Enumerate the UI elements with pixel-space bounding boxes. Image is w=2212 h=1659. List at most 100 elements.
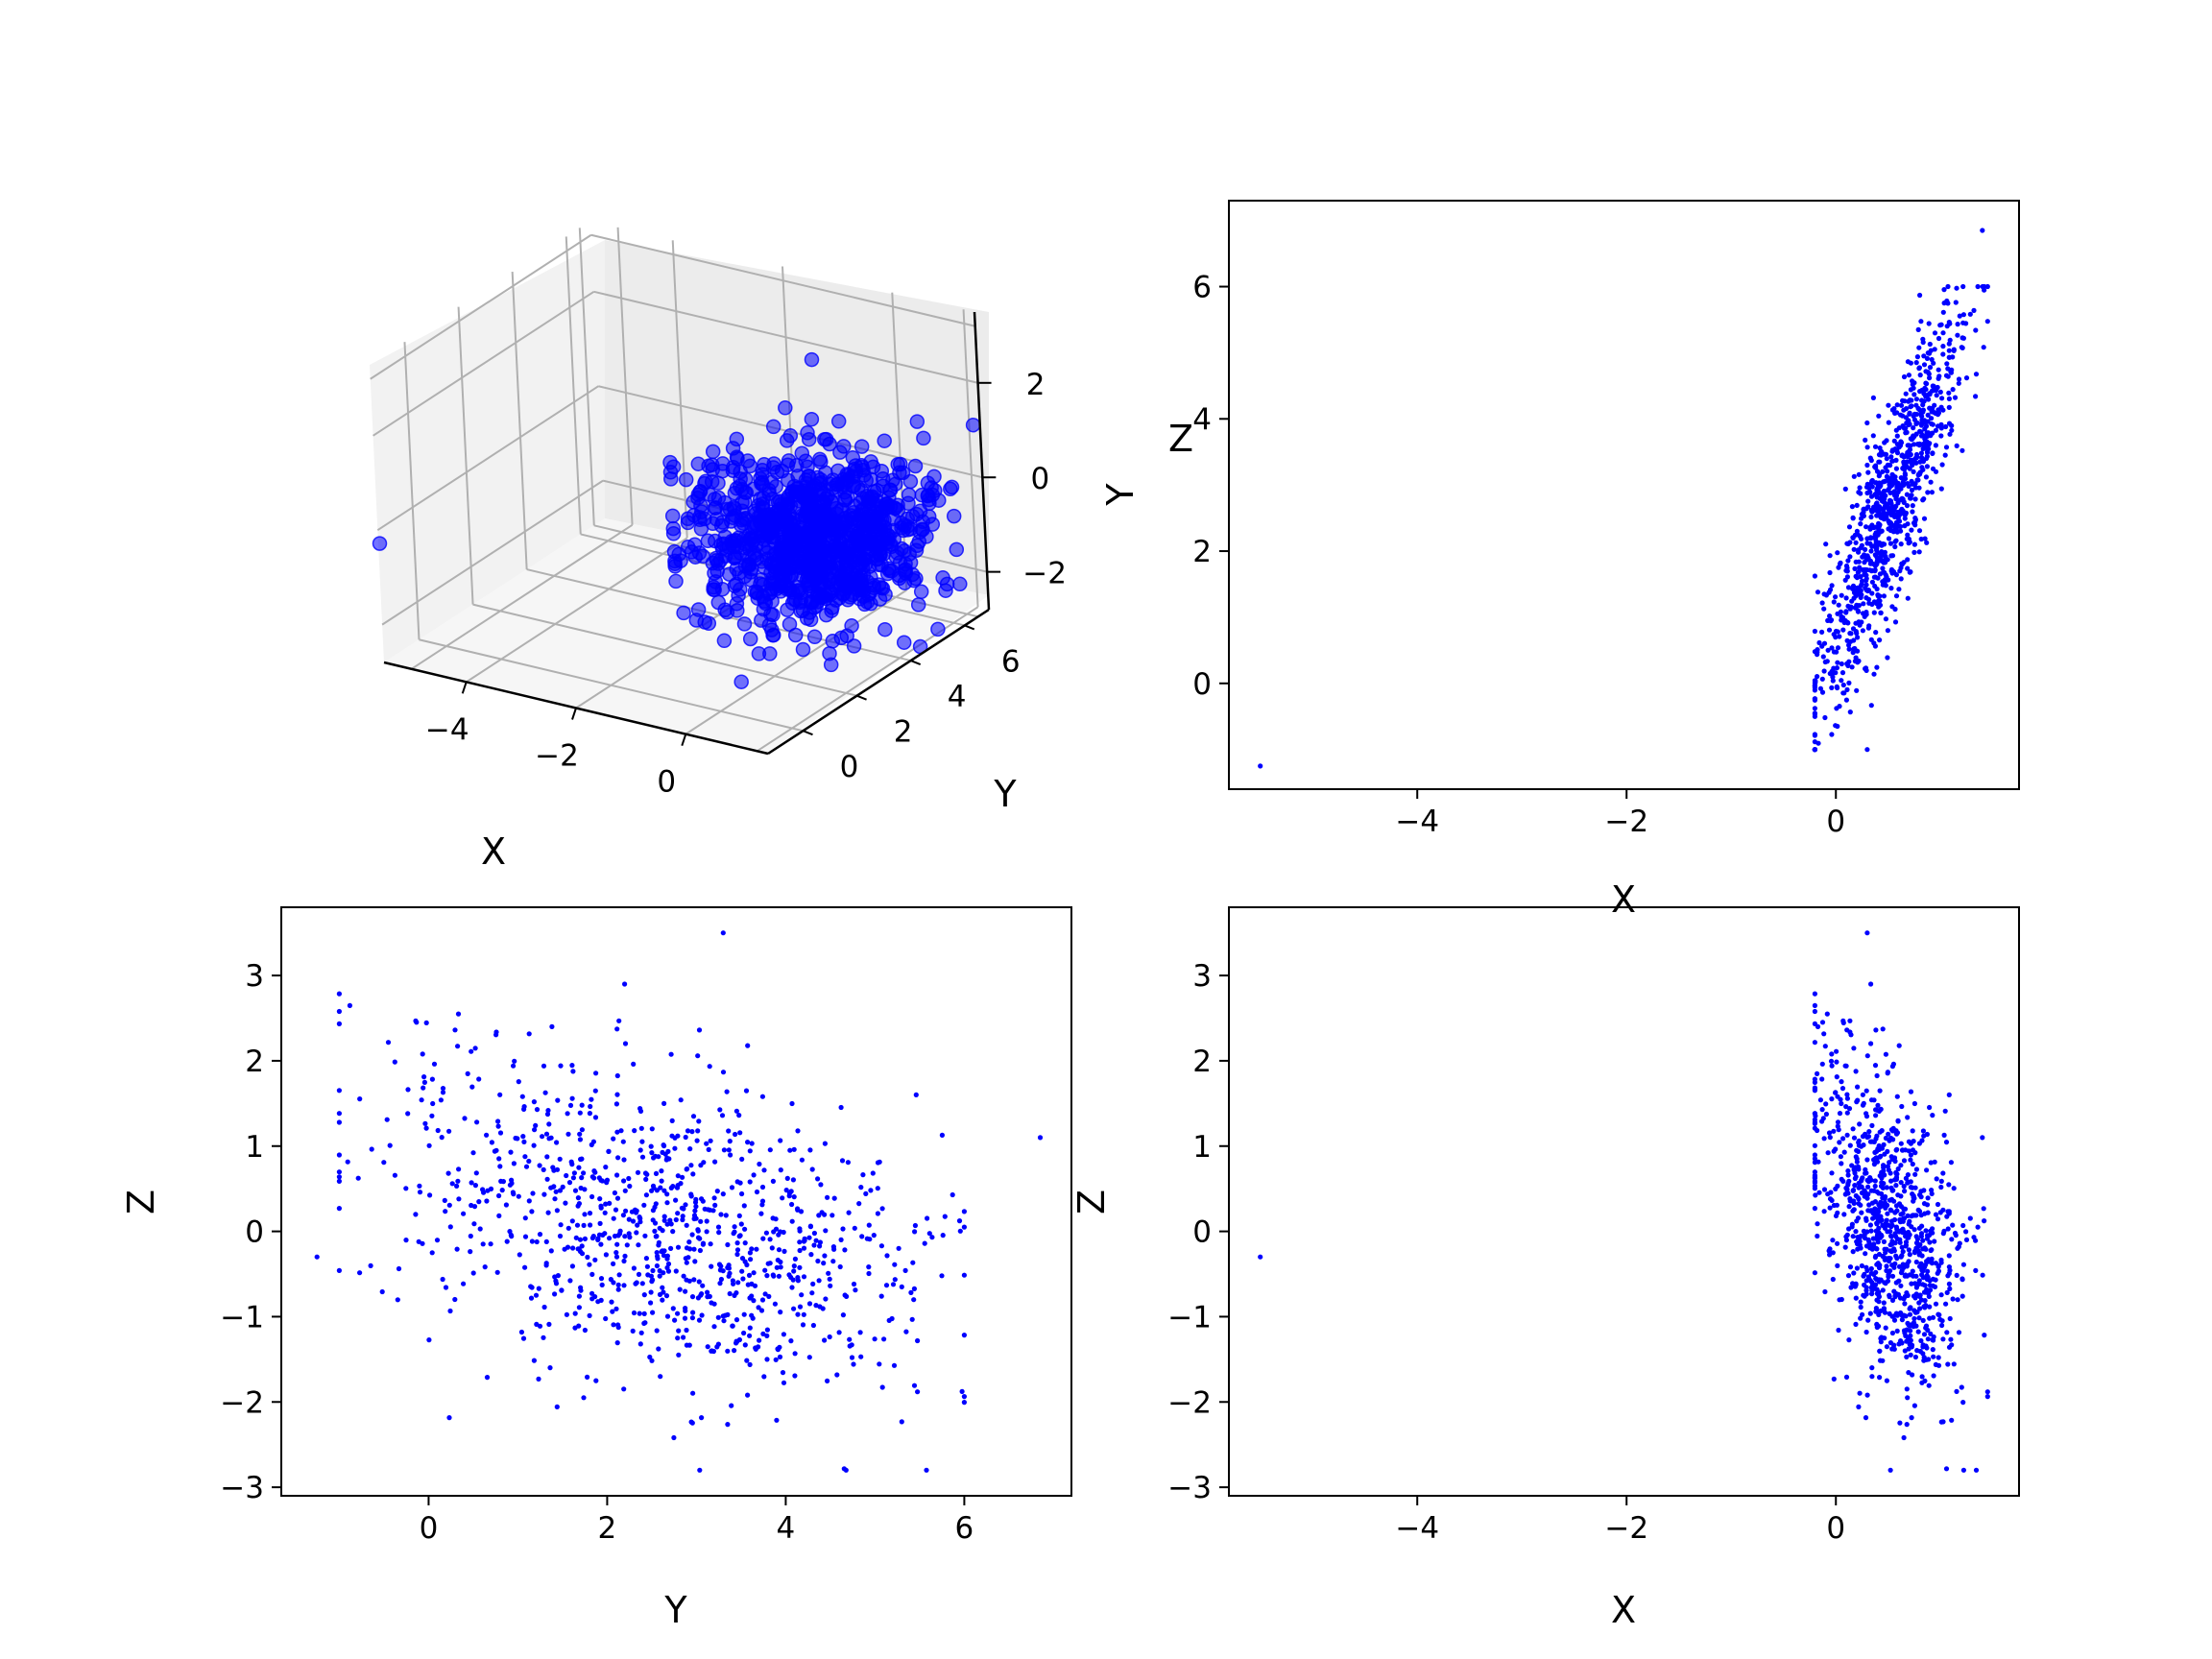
- data-point: [674, 1185, 681, 1190]
- data-point: [1898, 1141, 1904, 1146]
- data-point: [1878, 1339, 1884, 1345]
- data-point: [1812, 1180, 1817, 1186]
- data-point: [1904, 1273, 1910, 1279]
- data-point: [1882, 1151, 1887, 1157]
- data-point: [581, 1170, 587, 1176]
- data-point: [581, 1395, 587, 1401]
- data-point-3d: [707, 565, 722, 581]
- data-point: [1865, 1184, 1871, 1190]
- data-point: [1825, 1150, 1831, 1156]
- data-point: [636, 1242, 641, 1248]
- data-point: [1955, 1245, 1960, 1251]
- data-point: [579, 1243, 585, 1249]
- data-point: [1930, 1347, 1936, 1353]
- data-point: [1927, 1304, 1933, 1310]
- data-point: [1888, 1241, 1894, 1247]
- data-point: [1848, 1285, 1854, 1290]
- data-point: [1856, 1201, 1862, 1207]
- data-point: [1893, 1224, 1899, 1230]
- data-point: [1855, 1235, 1861, 1240]
- data-point: [747, 1333, 753, 1338]
- data-point: [615, 1286, 621, 1292]
- data-point: [1884, 1263, 1889, 1269]
- data-point: [484, 1132, 490, 1138]
- data-point: [1901, 1434, 1907, 1441]
- data-point: [613, 1101, 620, 1107]
- data-point: [429, 1113, 435, 1118]
- data-point: [694, 1138, 700, 1143]
- data-point: [878, 1243, 885, 1249]
- grid-line: [578, 228, 595, 526]
- data-point: [1952, 1230, 1959, 1237]
- data-point: [1846, 1204, 1852, 1210]
- data-point: [611, 1322, 616, 1328]
- data-point: [1859, 1262, 1864, 1269]
- data-point: [1821, 1031, 1827, 1037]
- data-point: [1971, 1235, 1977, 1240]
- data-point-3d: [892, 465, 907, 481]
- data-point: [1869, 543, 1875, 549]
- data-point: [582, 1187, 588, 1192]
- data-point: [440, 1086, 446, 1092]
- data-point-3d: [809, 535, 826, 550]
- data-point: [1907, 411, 1912, 417]
- data-point: [1910, 1161, 1915, 1167]
- data-point: [1981, 1206, 1986, 1212]
- data-point: [1840, 1136, 1846, 1142]
- data-point: [552, 1274, 558, 1280]
- data-point: [1913, 1281, 1919, 1286]
- data-point: [939, 1273, 945, 1279]
- data-point: [347, 1002, 352, 1008]
- data-point: [1938, 486, 1944, 492]
- data-point: [1843, 1374, 1850, 1380]
- data-point: [1844, 568, 1850, 574]
- y-tick-label: 0: [1192, 1215, 1212, 1250]
- data-point: [471, 1221, 477, 1227]
- data-point: [1927, 365, 1934, 371]
- data-point: [589, 1174, 595, 1180]
- data-point-3d: [805, 560, 820, 575]
- data-point: [620, 1139, 626, 1144]
- data-point: [1922, 1283, 1928, 1288]
- data-point: [598, 1205, 604, 1211]
- data-point: [1924, 449, 1931, 455]
- data-point: [1940, 309, 1946, 315]
- data-point: [1821, 606, 1827, 612]
- data-point: [1932, 402, 1937, 408]
- data-point: [1905, 481, 1911, 487]
- data-point: [1878, 514, 1885, 520]
- data-point: [1877, 1215, 1883, 1222]
- data-point: [1859, 1190, 1864, 1196]
- data-point: [1911, 1315, 1917, 1322]
- data-point: [845, 1160, 852, 1166]
- data-point: [1871, 1286, 1877, 1291]
- data-point: [647, 1354, 653, 1360]
- data-point: [569, 1095, 575, 1101]
- data-point: [1902, 516, 1908, 521]
- data-point: [1905, 1172, 1911, 1178]
- data-point: [1924, 430, 1930, 436]
- data-point: [1851, 1135, 1858, 1141]
- data-point: [1882, 440, 1887, 445]
- data-point: [1898, 1310, 1904, 1316]
- data-point: [336, 1174, 342, 1180]
- data-point: [1975, 1224, 1981, 1230]
- data-point: [531, 1358, 538, 1363]
- data-point: [1913, 1234, 1919, 1239]
- data-point: [1924, 1167, 1930, 1173]
- data-point: [1882, 1310, 1887, 1315]
- data-point: [1838, 1154, 1843, 1160]
- data-point: [655, 1253, 661, 1260]
- data-point: [1913, 397, 1919, 402]
- data-point: [1898, 1193, 1904, 1199]
- data-point: [637, 1214, 642, 1220]
- data-point: [817, 1239, 824, 1245]
- data-point: [842, 1292, 848, 1298]
- data-point: [1947, 321, 1953, 326]
- data-point: [1898, 1163, 1904, 1168]
- data-point: [670, 1229, 676, 1235]
- data-point: [1827, 569, 1833, 576]
- data-point: [648, 1300, 654, 1306]
- data-point: [725, 1241, 731, 1248]
- data-point: [1901, 1184, 1907, 1190]
